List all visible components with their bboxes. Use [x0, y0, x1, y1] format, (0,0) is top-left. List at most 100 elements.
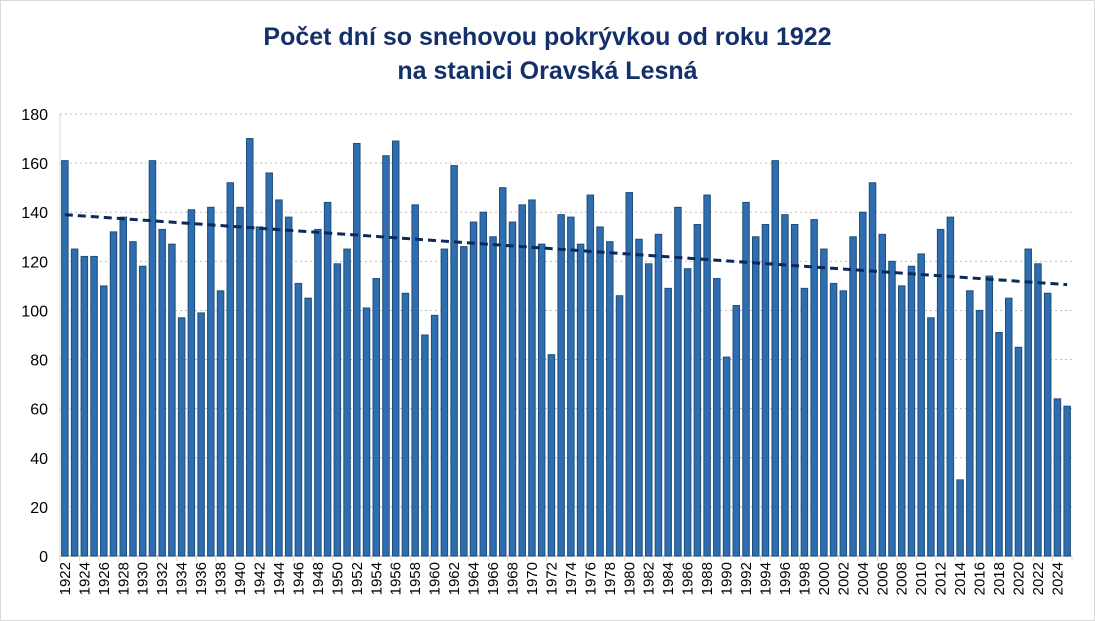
bar-1999 [810, 219, 818, 557]
bar-1994 [761, 224, 770, 557]
bar-2007 [888, 260, 896, 557]
y-tick-label: 20 [30, 500, 48, 517]
y-tick-label: 160 [21, 156, 48, 173]
bar-2015 [966, 290, 974, 557]
x-tick-label: 1960 [427, 562, 444, 595]
x-tick-label: 1922 [57, 562, 74, 595]
x-tick-label: 1928 [115, 562, 132, 595]
y-tick-label: 40 [30, 451, 48, 468]
x-tick-label: 1996 [777, 562, 794, 595]
x-tick-label: 2018 [991, 562, 1008, 595]
bar-1934 [177, 317, 186, 557]
bar-1922 [61, 160, 69, 557]
bar-2016 [975, 309, 984, 557]
bar-1997 [790, 224, 799, 557]
x-tick-label: 2022 [1030, 562, 1047, 595]
bar-1959 [421, 334, 429, 557]
x-tick-label: 1942 [251, 562, 268, 595]
bar-1945 [284, 216, 293, 557]
y-tick-label: 180 [21, 107, 48, 124]
x-tick-label: 1930 [135, 562, 152, 595]
x-tick-label: 2004 [855, 562, 872, 595]
x-tick-label: 1972 [543, 562, 560, 595]
bar-1973 [557, 214, 565, 557]
bar-1928 [119, 216, 127, 557]
bar-1974 [567, 216, 575, 557]
bar-1987 [693, 224, 702, 557]
bar-1989 [713, 278, 721, 557]
x-tick-label: 1978 [602, 562, 619, 595]
x-tick-label: 1964 [466, 562, 483, 595]
bar-1976 [586, 194, 595, 557]
bar-1960 [430, 314, 439, 557]
x-tick-label: 1968 [504, 562, 521, 595]
x-tick-label: 1934 [174, 562, 191, 595]
y-tick-label: 100 [21, 303, 48, 320]
bar-1935 [187, 209, 196, 557]
bar-1977 [596, 226, 604, 557]
bar-1986 [683, 268, 692, 557]
x-tick-label: 1938 [213, 562, 230, 595]
bar-2000 [820, 248, 828, 557]
bar-1983 [654, 233, 663, 557]
x-tick-label: 1944 [271, 562, 288, 595]
bar-1984 [664, 287, 672, 557]
bar-1943 [265, 172, 273, 557]
bar-1990 [722, 356, 731, 557]
bar-1978 [606, 241, 614, 557]
bar-2021 [1024, 248, 1032, 557]
bar-1954 [372, 278, 380, 557]
bar-1925 [90, 255, 98, 557]
bar-1967 [499, 187, 507, 557]
x-tick-label: 2016 [972, 562, 989, 595]
x-tick-label: 1932 [154, 562, 171, 595]
bar-2025 [1063, 405, 1071, 557]
bar-1958 [411, 204, 419, 557]
bar-1948 [314, 228, 322, 557]
bar-2006 [878, 233, 886, 557]
bar-2014 [956, 479, 964, 557]
bar-2003 [849, 236, 857, 557]
bar-2011 [927, 317, 935, 557]
bar-1995 [771, 160, 779, 557]
x-tick-label: 1956 [388, 562, 405, 595]
x-tick-label: 1962 [446, 562, 463, 595]
x-tick-label: 2020 [1010, 562, 1027, 595]
bar-1923 [70, 248, 79, 557]
chart-title-line2: na stanici Oravská Lesná [397, 57, 698, 85]
bar-1964 [469, 221, 478, 557]
bar-1942 [255, 226, 264, 557]
bar-1966 [489, 236, 497, 557]
x-tick-label: 2008 [894, 562, 911, 595]
x-tick-label: 1994 [757, 562, 774, 595]
bar-1992 [742, 201, 750, 557]
bar-2010 [917, 253, 925, 557]
x-tick-label: 1986 [680, 562, 697, 595]
bar-1933 [168, 243, 176, 557]
y-tick-label: 80 [30, 353, 48, 370]
bar-1961 [440, 248, 449, 557]
bar-1988 [703, 194, 711, 557]
bar-1944 [275, 199, 283, 557]
bar-1924 [80, 255, 89, 557]
bar-2001 [829, 282, 838, 557]
bar-1969 [518, 204, 526, 557]
x-tick-label: 1940 [232, 562, 249, 595]
bar-1963 [460, 246, 468, 557]
y-tick-label: 0 [39, 549, 48, 566]
bar-1952 [353, 142, 361, 557]
bar-2019 [1005, 297, 1013, 557]
bar-1949 [323, 201, 332, 557]
bar-1955 [382, 155, 390, 557]
x-tick-label: 1976 [582, 562, 599, 595]
bar-1971 [537, 243, 546, 557]
bar-1993 [752, 236, 760, 557]
bar-1932 [158, 228, 166, 557]
bar-1979 [615, 295, 624, 557]
bar-1965 [479, 211, 488, 557]
x-tick-label: 1952 [349, 562, 366, 595]
x-tick-label: 1982 [641, 562, 658, 595]
bar-1929 [129, 241, 137, 557]
bar-2017 [985, 275, 994, 557]
